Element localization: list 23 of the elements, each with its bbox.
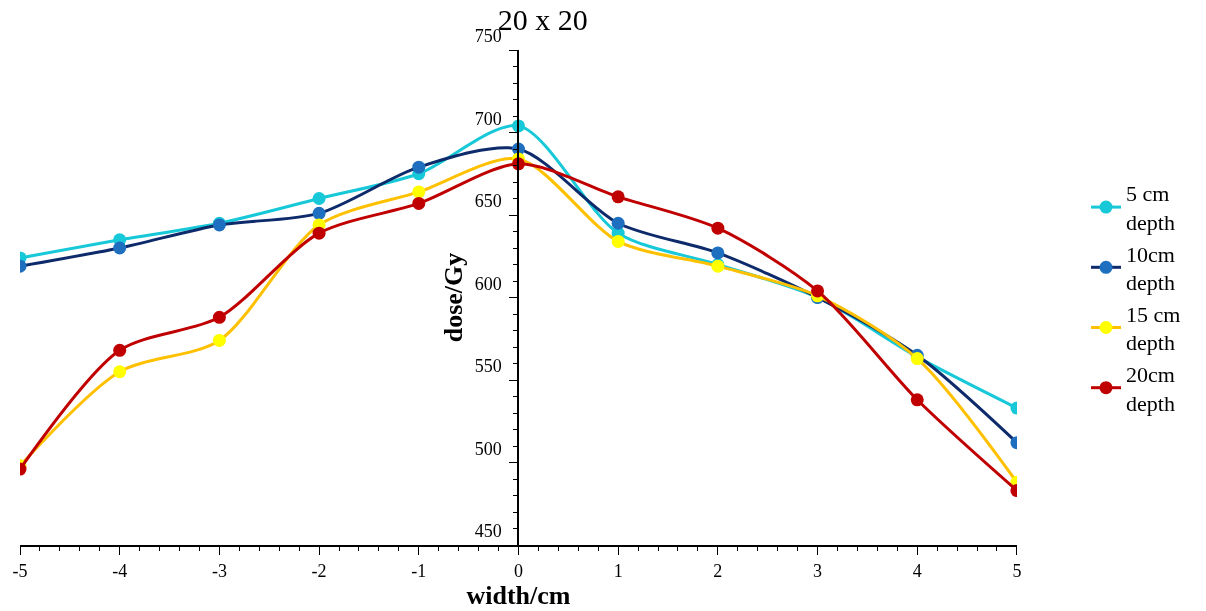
y-axis-title: dose/Gy — [438, 252, 468, 343]
y-tick-label: 450 — [474, 521, 502, 542]
x-tick-label: 0 — [513, 560, 523, 581]
y-tick-label: 700 — [474, 108, 502, 129]
legend-label: 20cm depth — [1126, 361, 1175, 416]
legend-label: 15 cm depth — [1126, 301, 1181, 356]
x-tick-label: 1 — [613, 560, 623, 581]
legend-label: 5 cm depth — [1126, 181, 1175, 235]
x-tick-label: -2 — [311, 560, 327, 581]
y-tick-label: 550 — [474, 356, 502, 377]
x-tick-label: 2 — [713, 560, 723, 581]
y-tick-label: 600 — [474, 273, 502, 294]
x-tick-label: 4 — [912, 560, 922, 581]
x-tick-label: 5 — [1012, 560, 1022, 581]
y-tick-label: 500 — [474, 438, 502, 459]
x-tick-label: -4 — [112, 560, 128, 581]
x-tick-label: -3 — [211, 560, 227, 581]
x-tick-label: -5 — [12, 560, 28, 581]
x-tick-label: -1 — [411, 560, 427, 581]
y-tick-label: 650 — [474, 191, 502, 212]
x-tick-label: 3 — [813, 560, 823, 581]
x-axis-title: width/cm — [466, 580, 571, 610]
legend-label: 10cm depth — [1126, 241, 1175, 296]
